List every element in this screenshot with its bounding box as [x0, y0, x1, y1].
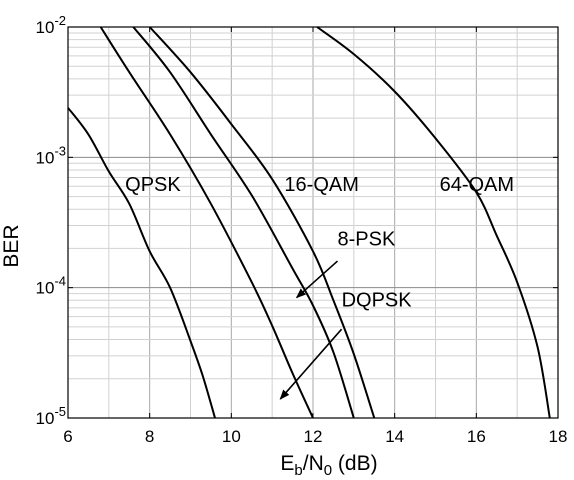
- y-tick-label-base: 10: [36, 409, 55, 428]
- x-axis-label-sub1: b: [294, 462, 302, 479]
- annotation-arrow-2: [279, 328, 343, 400]
- y-tick-label: 10-3: [36, 143, 66, 167]
- y-tick-label-exponent: -3: [54, 143, 66, 158]
- curves: [67, 26, 551, 419]
- curve-16-qam: [148, 26, 376, 419]
- label-dqpsk: DQPSK: [342, 289, 413, 311]
- label-64-qam: 64-QAM: [440, 174, 514, 196]
- curve-8-psk: [132, 26, 355, 419]
- x-axis-label: Eb/N0 (dB): [280, 452, 377, 479]
- curve-64-qam: [316, 26, 551, 419]
- x-tick-label: 12: [304, 427, 323, 446]
- y-tick-label-base: 10: [36, 18, 55, 37]
- curve-qpsk: [67, 107, 216, 419]
- y-tick-label: 10-2: [36, 13, 66, 37]
- y-tick-label-exponent: -4: [54, 274, 66, 289]
- x-tick-label: 18: [549, 427, 568, 446]
- label-8-psk: 8-PSK: [338, 229, 396, 251]
- y-tick-label-base: 10: [36, 148, 55, 167]
- y-tick-label-exponent: -2: [54, 13, 66, 28]
- x-tick-label: 16: [467, 427, 486, 446]
- y-tick-label: 10-4: [36, 274, 66, 298]
- curve-labels: QPSK 16-QAM 64-QAM 8-PSK DQPSK: [125, 174, 514, 311]
- x-axis-label-sub2: 0: [324, 462, 332, 479]
- y-tick-label-base: 10: [36, 279, 55, 298]
- x-tick-label: 10: [222, 427, 241, 446]
- y-tick-label: 10-5: [36, 404, 66, 428]
- x-axis-label-tail: (dB): [332, 452, 378, 475]
- grid: [67, 27, 559, 419]
- label-16-qam: 16-QAM: [284, 174, 358, 196]
- annotation-arrows: [279, 260, 343, 400]
- y-axis-label: BER: [0, 224, 23, 267]
- x-axis-label-mid: /N: [303, 452, 324, 475]
- annotation-arrow-1: [295, 260, 339, 299]
- label-qpsk: QPSK: [125, 174, 181, 196]
- x-axis-label-main: E: [280, 452, 294, 475]
- x-tick-label: 8: [145, 427, 154, 446]
- x-tick-label: 14: [385, 427, 404, 446]
- y-tick-label-exponent: -5: [54, 404, 66, 419]
- curve-dqpsk: [99, 26, 314, 419]
- x-tick-label: 6: [63, 427, 72, 446]
